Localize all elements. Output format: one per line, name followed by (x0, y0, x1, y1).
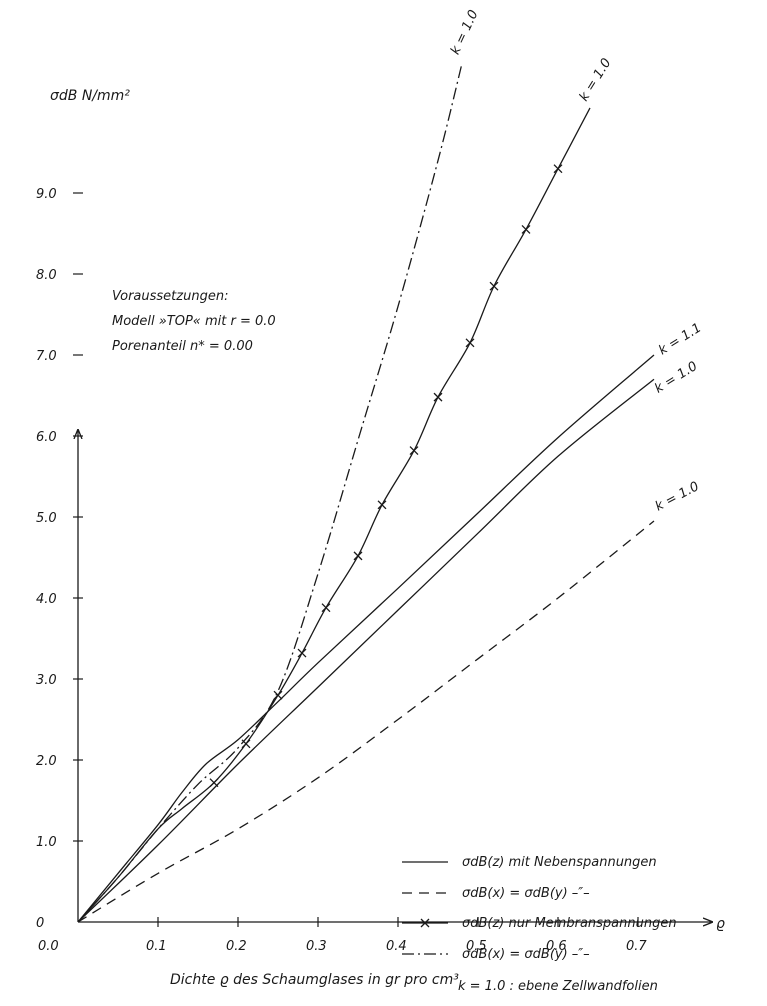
cross-marker (377, 500, 387, 510)
y-tick-label: 3.0 (36, 673, 57, 688)
x-tick-label: 0.5 (466, 939, 487, 954)
cross-marker (241, 739, 251, 749)
cross-marker (433, 392, 443, 402)
x-tick-label: 0.2 (226, 939, 247, 954)
cross-marker (465, 338, 475, 348)
x-tick-label: 0.7 (626, 939, 647, 954)
cross-marker (273, 690, 283, 700)
x-axis-label: Dichte ϱ des Schaumglases in gr pro cm³ (170, 972, 459, 988)
legend-label: σdB(x) = σdB(y) –″– (462, 947, 590, 962)
x-tick-label: 0.4 (386, 939, 407, 954)
cross-marker (353, 551, 363, 561)
legend-label: σdB(z) nur Membranspannungen (462, 916, 677, 931)
series-line-cross (78, 107, 591, 923)
y-tick-label: 0 (36, 916, 44, 931)
x-tick-label: 0.3 (306, 939, 327, 954)
x-tick-label: 0.6 (546, 939, 567, 954)
series-line-dashdot (78, 63, 463, 923)
x-symbol: ϱ (716, 916, 725, 932)
legend-note: k = 1.0 : ebene Zellwandfolien (458, 979, 658, 994)
cross-marker (521, 224, 531, 234)
x-ticks: 0.0 0.1 0.2 0.3 0.4 0.5 0.6 0.7 (38, 917, 647, 954)
series-line-dashed (78, 520, 655, 923)
x-tick-label: 0.1 (146, 939, 167, 954)
legend-label: σdB(x) = σdB(y) –″– (462, 886, 590, 901)
legend-cross-marker (420, 918, 430, 928)
series-line-solid (78, 354, 655, 923)
y-tick-label: 1.0 (36, 835, 57, 850)
y-tick-label: 7.0 (36, 349, 57, 364)
x-tick-label: 0.0 (38, 939, 59, 954)
series-end-label: k = 1.0 (448, 8, 482, 57)
cross-marker (409, 446, 419, 456)
y-tick-label: 2.0 (36, 754, 57, 769)
y-tick-label: 6.0 (36, 430, 57, 445)
y-ticks: 0 1.0 2.0 3.0 4.0 5.0 6.0 7.0 8.0 9.0 (36, 187, 83, 931)
annotation-box: Voraussetzungen: Modell »TOP« mit r = 0.… (112, 289, 276, 354)
cross-marker (321, 603, 331, 613)
annotation-line: Porenanteil n* = 0.00 (112, 339, 253, 354)
annotation-line: Voraussetzungen: (112, 289, 228, 304)
legend-label: σdB(z) mit Nebenspannungen (462, 855, 657, 870)
annotation-line: Modell »TOP« mit r = 0.0 (112, 314, 276, 329)
legend: σdB(z) mit Nebenspannungen σdB(x) = σdB(… (402, 855, 677, 994)
y-axis-label: σdB N/mm² (50, 88, 130, 104)
series-end-label: k = 1.0 (652, 359, 700, 397)
series-layer: k = 1.0k = 1.0k = 1.1k = 1.0k = 1.0 (78, 8, 704, 923)
series-end-label: k = 1.1 (656, 321, 704, 359)
y-tick-label: 5.0 (36, 511, 57, 526)
cross-marker (297, 648, 307, 658)
series-end-label: k = 1.0 (577, 56, 615, 104)
series-end-label: k = 1.0 (653, 479, 702, 514)
y-tick-label: 9.0 (36, 187, 57, 202)
cross-marker (489, 281, 499, 291)
y-tick-label: 4.0 (36, 592, 57, 607)
y-tick-label: 8.0 (36, 268, 57, 283)
cross-marker (553, 164, 563, 174)
series-line-solid (78, 378, 655, 923)
